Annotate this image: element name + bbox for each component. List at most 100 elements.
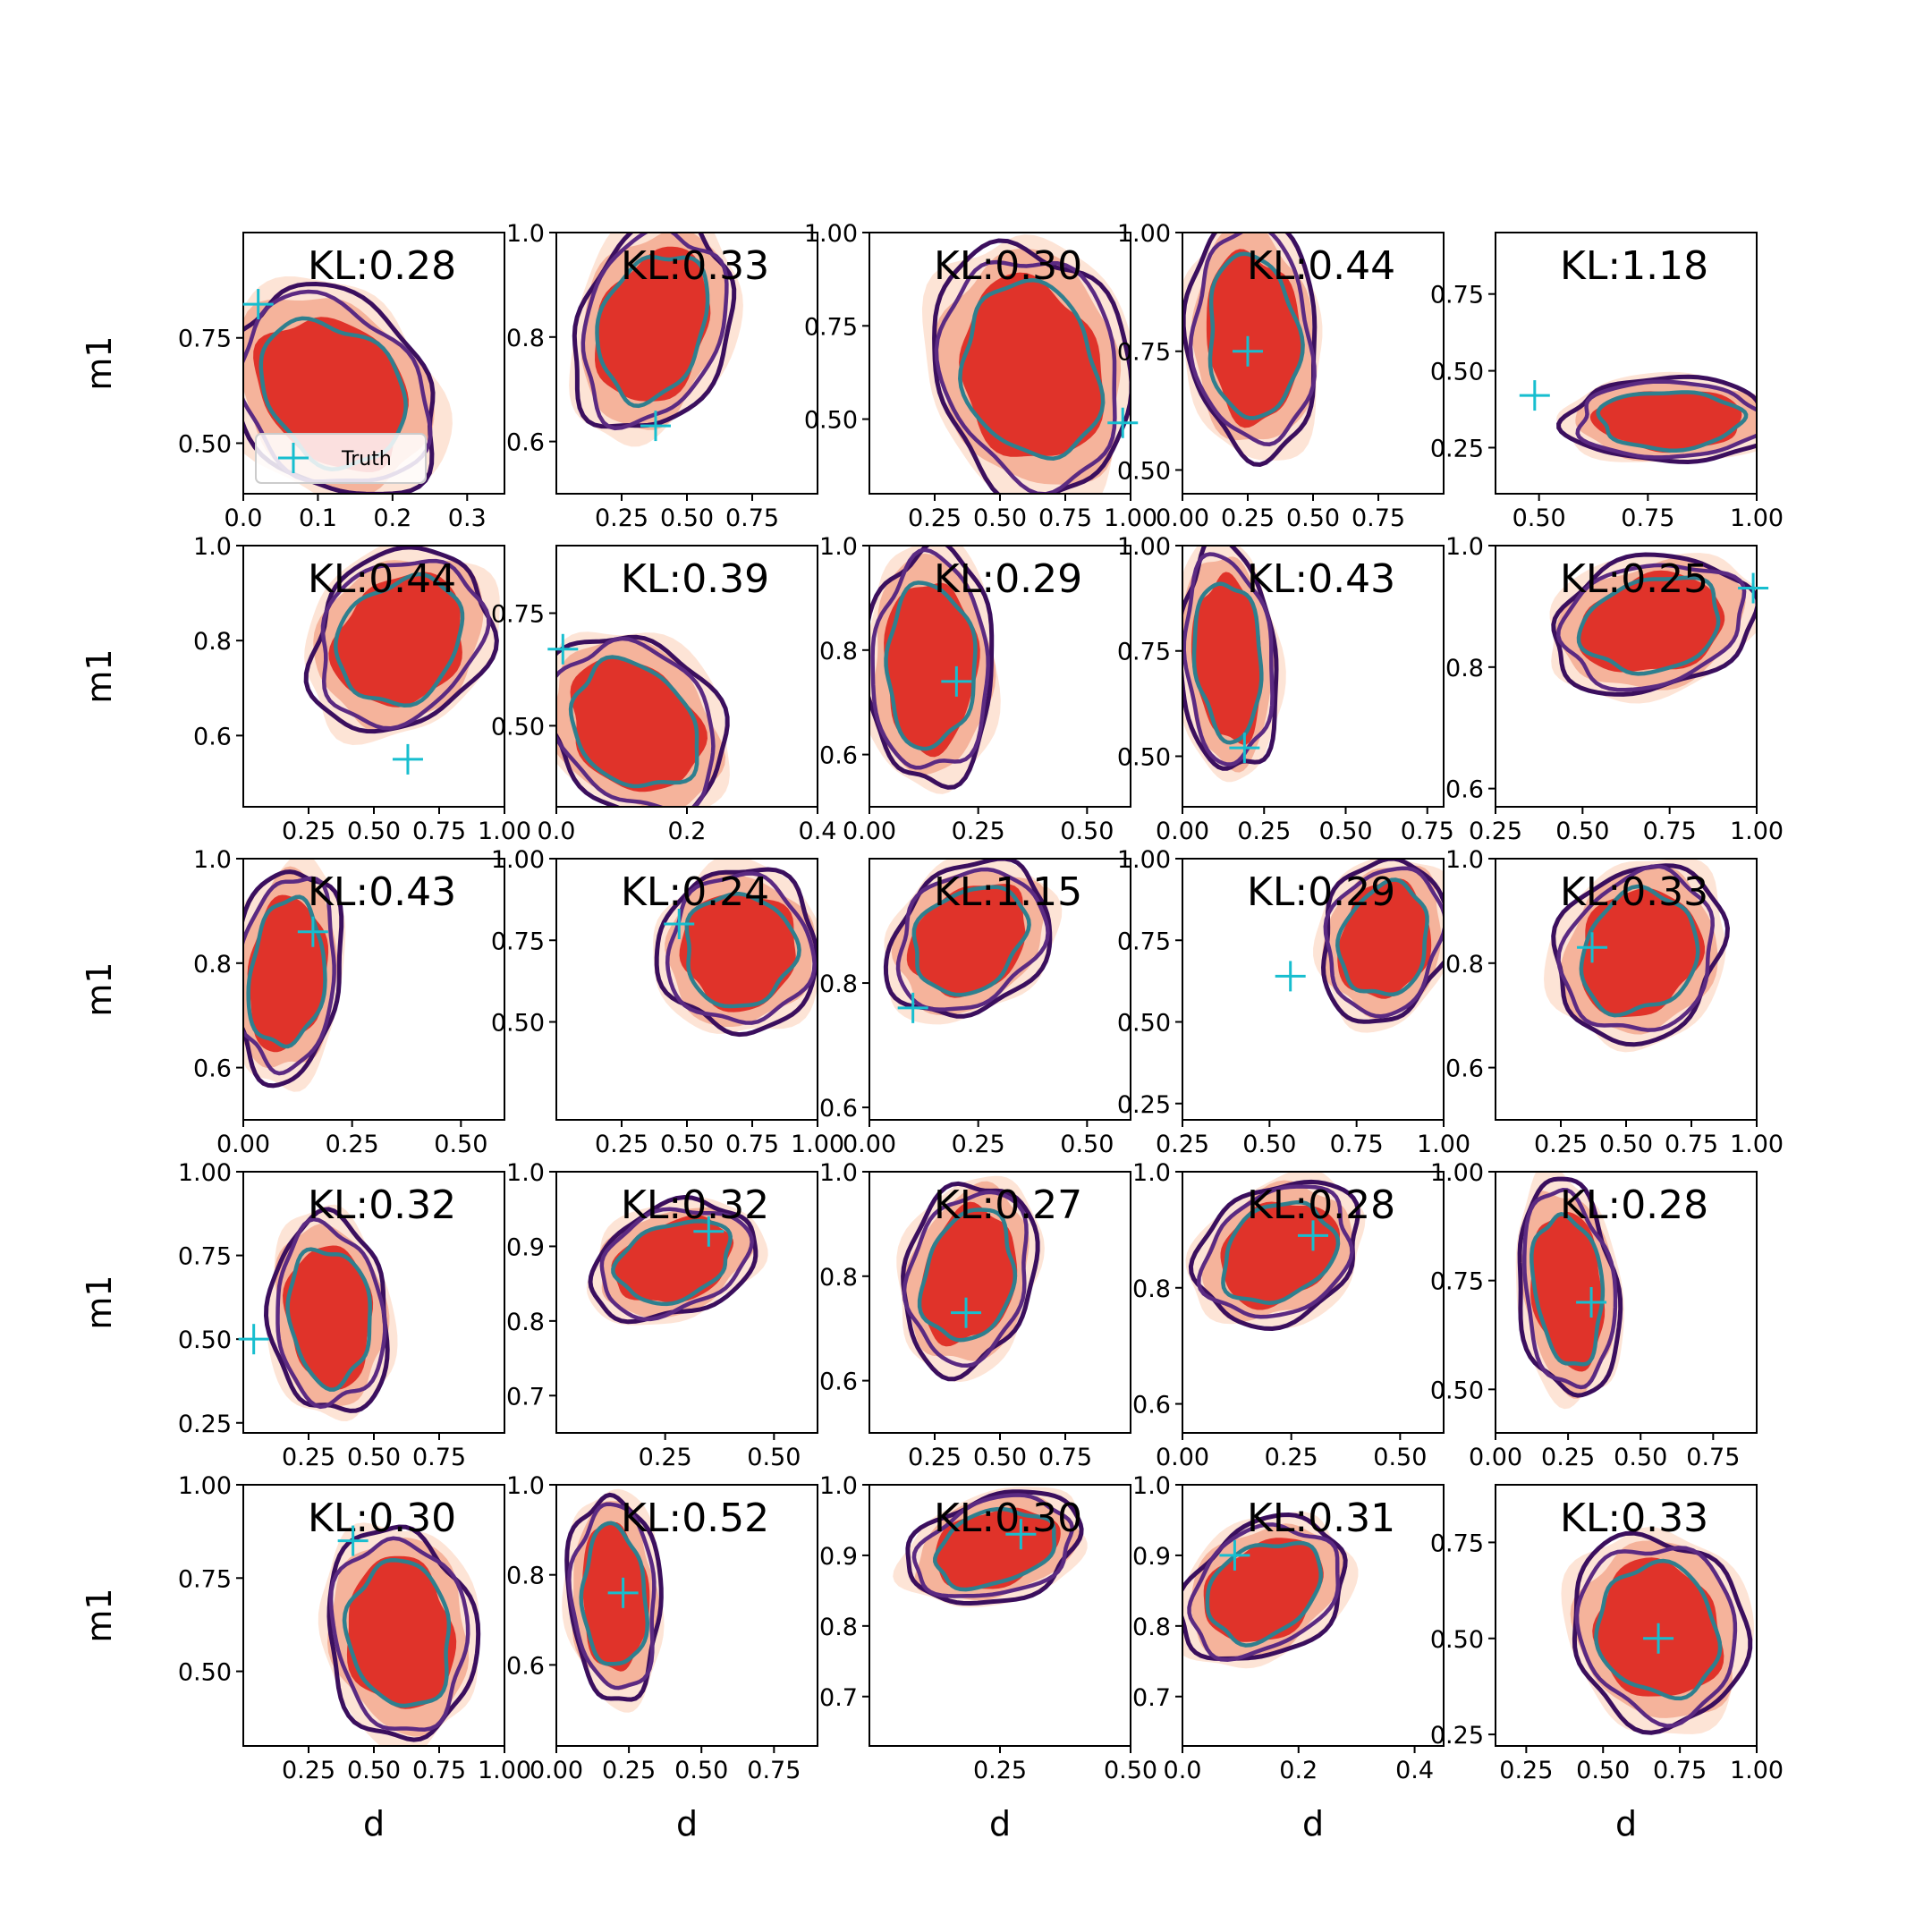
contour-inner xyxy=(579,1521,650,1666)
y-tick-label: 0.50 xyxy=(1117,457,1171,485)
contour-inner xyxy=(342,1558,452,1708)
panel-9: 0.00 0.25 0.50 0.75 0.50 0.75 1.00 KL:0.43 xyxy=(1117,533,1454,845)
kl-label: KL:0.30 xyxy=(308,1496,456,1541)
contour-outer xyxy=(883,859,1053,1019)
truth-marker xyxy=(951,1297,982,1328)
y-tick-label: 0.6 xyxy=(1445,776,1484,804)
panel-20-density xyxy=(1515,1172,1624,1410)
panel-18-density xyxy=(896,1175,1045,1382)
truth-marker xyxy=(297,916,328,947)
panel-14-axes-frame xyxy=(1182,858,1445,1121)
y-tick-label: 1.0 xyxy=(819,1159,858,1187)
contour-inner xyxy=(1594,1558,1723,1701)
x-tick-label: 0.2 xyxy=(668,818,707,845)
panel-3-density xyxy=(921,234,1131,494)
truth-marker xyxy=(1005,1519,1037,1550)
truth-marker xyxy=(1519,380,1550,411)
y-tick-label: 1.0 xyxy=(1132,1472,1171,1500)
contour-inner xyxy=(933,1506,1057,1592)
contour-inner xyxy=(285,1247,372,1392)
panel-5: 0.50 0.75 1.00 0.25 0.50 0.75 KL:1.18 xyxy=(1430,232,1784,532)
contour-inner xyxy=(917,1208,1018,1343)
panel-15: 0.25 0.50 0.75 1.00 0.6 0.8 1.0 KL:0.33 xyxy=(1445,846,1784,1158)
panel-7-density xyxy=(556,631,730,807)
y-tick-label: 0.50 xyxy=(1430,1377,1484,1404)
y-tick-label: 0.8 xyxy=(506,1563,545,1590)
y-tick-label: 0.8 xyxy=(193,628,232,656)
x-tick-label: 0.1 xyxy=(299,504,337,532)
contour-mid xyxy=(599,1207,754,1322)
density-fill-inner xyxy=(1530,1211,1606,1372)
x-tick-label: 0.50 xyxy=(434,1131,487,1158)
x-tick-label: 0.50 xyxy=(1576,1757,1630,1784)
x-tick-label: 0.50 xyxy=(1060,1131,1114,1158)
contour-outer xyxy=(303,546,499,734)
legend-box xyxy=(255,433,427,484)
panel-11-axes-frame xyxy=(242,858,505,1121)
truth-marker xyxy=(238,1324,269,1355)
x-tick-label: 0.25 xyxy=(282,818,335,845)
x-tick-label: 0.25 xyxy=(952,1131,1005,1158)
kl-label: KL:0.24 xyxy=(621,869,769,915)
panel-6-density xyxy=(303,546,500,745)
x-tick-label: 0.25 xyxy=(1221,504,1275,532)
x-tick-label: 1.00 xyxy=(478,818,531,845)
x-tick-label: 0.25 xyxy=(602,1757,656,1784)
x-tick-label: 0.50 xyxy=(1060,818,1114,845)
x-tick-label: 0.75 xyxy=(1643,818,1697,845)
x-tick-label: 0.50 xyxy=(973,1444,1027,1471)
panel-22-density xyxy=(562,1488,665,1713)
contour-outer xyxy=(1182,1512,1348,1662)
contour-mid xyxy=(895,867,1050,1012)
truth-marker xyxy=(1107,407,1139,438)
y-tick-label: 0.75 xyxy=(1430,1268,1484,1296)
truth-marker xyxy=(1643,1623,1674,1654)
x-tick-label: 0.0 xyxy=(225,504,263,532)
x-tick-label: 0.00 xyxy=(1156,818,1209,845)
density-fill-inner xyxy=(959,272,1105,457)
x-tick-label: 0.0 xyxy=(538,818,576,845)
panel-9-axes-frame xyxy=(1182,545,1445,808)
x-tick-label: 0.50 xyxy=(1373,1444,1427,1471)
truth-marker xyxy=(547,633,579,665)
x-tick-label: 0.4 xyxy=(799,818,837,845)
kl-label: KL:0.43 xyxy=(1247,556,1395,602)
x-tick-label: 0.4 xyxy=(1395,1757,1434,1784)
x-tick-label: 0.00 xyxy=(843,1131,896,1158)
contour-mid xyxy=(1574,1546,1738,1728)
density-fill-inner xyxy=(1589,391,1742,453)
y-tick-label: 1.0 xyxy=(1445,846,1484,874)
y-axis-label: m1 xyxy=(80,962,119,1016)
contour-mid xyxy=(567,1502,657,1690)
x-tick-label: 0.25 xyxy=(1469,818,1522,845)
panel-1-axes-frame xyxy=(242,232,505,495)
contour-mid xyxy=(556,636,716,807)
density-fill-inner xyxy=(283,1245,374,1390)
panel-23: 0.25 0.500.70.80.91.0KL:0.30d xyxy=(819,1472,1157,1843)
y-tick-label: 1.00 xyxy=(804,220,858,248)
y-tick-label: 0.25 xyxy=(1430,1722,1484,1750)
x-tick-label: 0.25 xyxy=(952,818,1005,845)
contour-mid xyxy=(1323,866,1444,1019)
contour-mid xyxy=(1188,233,1317,447)
panel-17-density xyxy=(586,1194,768,1326)
contour-inner xyxy=(568,655,699,789)
panel-17: 0.25 0.50 0.7 0.8 0.9 1.0 KL:0.32 xyxy=(506,1159,818,1471)
x-tick-label: 0.25 xyxy=(1541,1444,1595,1471)
kl-label: KL:1.18 xyxy=(1560,243,1708,289)
x-tick-label: 0.75 xyxy=(1621,504,1674,532)
panel-14: 0.25 0.50 0.75 1.00 0.25 0.50 0.75 1.00 KL:0.29 xyxy=(1117,846,1470,1158)
x-tick-label: 0.00 xyxy=(1156,504,1209,532)
y-tick-label: 0.50 xyxy=(178,430,232,458)
contour-mid xyxy=(328,1536,470,1732)
contour-mid xyxy=(1555,563,1747,692)
y-tick-label: 0.75 xyxy=(1430,1530,1484,1557)
y-tick-label: 0.50 xyxy=(491,1010,545,1038)
panel-20: 0.00 0.25 0.50 0.75 0.50 0.75 1.00 KL:0.28 xyxy=(1430,1159,1758,1471)
y-tick-label: 1.00 xyxy=(1430,1159,1484,1187)
y-tick-label: 0.6 xyxy=(193,723,232,750)
contour-outer xyxy=(1556,374,1757,465)
y-tick-label: 0.50 xyxy=(178,1326,232,1354)
contour-outer xyxy=(243,281,436,494)
truth-marker xyxy=(897,992,928,1023)
